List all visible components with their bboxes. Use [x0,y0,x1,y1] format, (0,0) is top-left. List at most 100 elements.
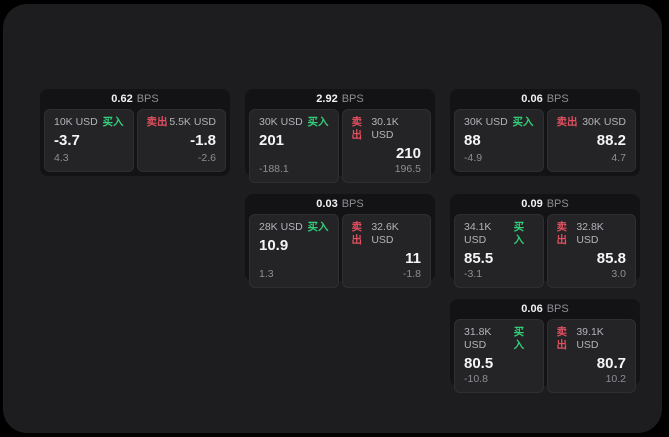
bps-unit: BPS [136,93,159,105]
quote-card: 0.06 BPS 31.8K USD 买入 80.5 -10.8 卖 [450,299,640,393]
bps-value: 0.62 [111,93,133,105]
bps-value: 2.92 [316,93,338,105]
card-header: 2.92 BPS [249,89,431,109]
bps-value: 0.06 [521,303,543,315]
quote-tiles: 34.1K USD 买入 85.5 -3.1 卖出 32.8K USD 85.8… [454,214,636,288]
sell-amount: 39.1K USD [576,326,604,351]
sell-amount: 5.5K USD [169,116,216,128]
card-header: 0.09 BPS [454,194,636,214]
buy-amount: 34.1K USD [464,221,492,246]
sell-tile-top: 卖出 30.1K USD [352,116,422,142]
quote-cards-grid: 0.62 BPS 10K USD 买入 -3.7 4.3 卖出 [40,89,640,393]
sell-quote-tile[interactable]: 卖出 30.1K USD 210 196.5 [341,109,431,183]
sell-amount: 30.1K USD [371,116,399,141]
sell-side-label: 卖出 [146,116,168,128]
bps-unit: BPS [546,303,569,315]
sell-tile-top: 卖出 30K USD [557,116,627,129]
buy-quote-tile[interactable]: 30K USD 买入 88 -4.9 [454,109,544,172]
buy-tile-top: 28K USD 买入 [259,221,329,234]
quote-card: 0.09 BPS 34.1K USD 买入 85.5 -3.1 卖出 [450,194,640,288]
sell-side-label: 卖出 [556,326,568,351]
sell-price: -1.8 [190,132,216,149]
quote-tiles: 30K USD 买入 201 -188.1 卖出 30.1K USD 210 1… [249,109,431,183]
buy-side-label: 买入 [307,221,329,233]
buy-side-label: 买入 [307,116,329,128]
sell-price: 85.8 [596,250,626,267]
quote-tiles: 30K USD 买入 88 -4.9 卖出 30K USD 88.2 4.7 [454,109,636,172]
card-header: 0.06 BPS [454,299,636,319]
buy-quote-tile[interactable]: 10K USD 买入 -3.7 4.3 [44,109,134,172]
sell-delta: 4.7 [611,152,626,164]
buy-price: 80.5 [464,355,494,372]
sell-delta: 196.5 [394,163,421,175]
card-header: 0.06 BPS [454,89,636,109]
buy-side-label: 买入 [513,221,525,246]
card-header: 0.03 BPS [249,194,431,214]
bps-unit: BPS [546,198,569,210]
sell-amount: 30K USD [582,116,626,128]
buy-tile-top: 30K USD 买入 [259,116,329,129]
quote-card: 0.06 BPS 30K USD 买入 88 -4.9 卖出 [450,89,640,176]
card-header: 0.62 BPS [44,89,226,109]
buy-tile-top: 30K USD 买入 [464,116,534,129]
sell-price: 80.7 [596,355,626,372]
sell-tile-top: 卖出 32.8K USD [557,221,627,247]
sell-side-label: 卖出 [351,221,363,246]
buy-quote-tile[interactable]: 28K USD 买入 10.9 1.3 [249,214,339,288]
buy-price: 201 [259,132,285,149]
buy-quote-tile[interactable]: 34.1K USD 买入 85.5 -3.1 [454,214,544,288]
sell-price: 88.2 [596,132,626,149]
bps-unit: BPS [341,93,364,105]
buy-delta: -188.1 [259,163,289,175]
sell-quote-tile[interactable]: 卖出 32.8K USD 85.8 3.0 [546,214,636,288]
buy-side-label: 买入 [102,116,124,128]
buy-price: 10.9 [259,237,289,254]
sell-price: 210 [395,145,421,162]
quote-card: 0.62 BPS 10K USD 买入 -3.7 4.3 卖出 [40,89,230,176]
bps-value: 0.09 [521,198,543,210]
buy-amount: 30K USD [464,116,508,128]
buy-side-label: 买入 [513,326,525,351]
buy-tile-top: 34.1K USD 买入 [464,221,534,247]
sell-tile-top: 卖出 39.1K USD [557,326,627,352]
quote-card: 2.92 BPS 30K USD 买入 201 -188.1 卖出 [245,89,435,183]
sell-price: 11 [405,250,421,267]
buy-price: 85.5 [464,250,494,267]
sell-delta: -1.8 [402,268,421,280]
buy-amount: 28K USD [259,221,303,233]
sell-tile-top: 卖出 32.6K USD [352,221,422,247]
sell-quote-tile[interactable]: 卖出 30K USD 88.2 4.7 [546,109,636,172]
sell-quote-tile[interactable]: 卖出 39.1K USD 80.7 10.2 [546,319,636,393]
sell-delta: -2.6 [197,152,216,164]
buy-quote-tile[interactable]: 30K USD 买入 201 -188.1 [249,109,339,183]
sell-tile-top: 卖出 5.5K USD [147,116,217,129]
sell-side-label: 卖出 [556,116,578,128]
bps-unit: BPS [546,93,569,105]
buy-tile-top: 31.8K USD 买入 [464,326,534,352]
buy-quote-tile[interactable]: 31.8K USD 买入 80.5 -10.8 [454,319,544,393]
sell-quote-tile[interactable]: 卖出 32.6K USD 11 -1.8 [341,214,431,288]
buy-amount: 10K USD [54,116,98,128]
sell-amount: 32.8K USD [576,221,604,246]
buy-delta: 1.3 [259,268,274,280]
bps-value: 0.06 [521,93,543,105]
buy-side-label: 买入 [512,116,534,128]
sell-quote-tile[interactable]: 卖出 5.5K USD -1.8 -2.6 [136,109,226,172]
quote-card: 0.03 BPS 28K USD 买入 10.9 1.3 卖出 [245,194,435,288]
bps-value: 0.03 [316,198,338,210]
quote-tiles: 28K USD 买入 10.9 1.3 卖出 32.6K USD 11 -1.8 [249,214,431,288]
main-panel: 0.62 BPS 10K USD 买入 -3.7 4.3 卖出 [3,4,662,433]
sell-side-label: 卖出 [351,116,363,141]
buy-delta: 4.3 [54,152,69,164]
sell-delta: 3.0 [611,268,626,280]
buy-delta: -10.8 [464,373,488,385]
buy-price: 88 [464,132,481,149]
buy-amount: 30K USD [259,116,303,128]
buy-price: -3.7 [54,132,80,149]
quote-tiles: 10K USD 买入 -3.7 4.3 卖出 5.5K USD -1.8 -2.… [44,109,226,172]
quote-tiles: 31.8K USD 买入 80.5 -10.8 卖出 39.1K USD 80.… [454,319,636,393]
bps-unit: BPS [341,198,364,210]
sell-amount: 32.6K USD [371,221,399,246]
buy-tile-top: 10K USD 买入 [54,116,124,129]
buy-delta: -4.9 [464,152,483,164]
